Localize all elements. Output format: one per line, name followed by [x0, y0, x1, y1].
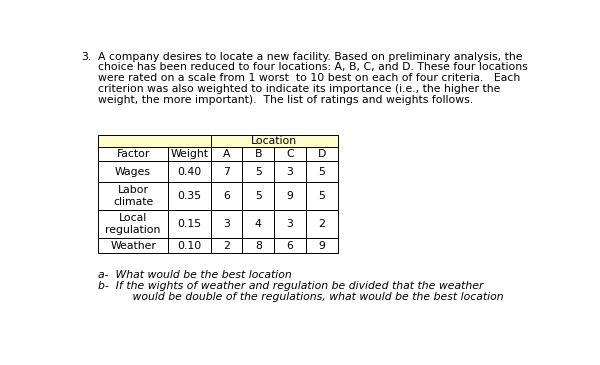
Bar [274, 147, 306, 161]
Text: A: A [223, 149, 230, 159]
Bar [274, 238, 306, 253]
Bar [168, 210, 211, 238]
Text: 0.35: 0.35 [177, 191, 202, 201]
Bar [98, 135, 211, 147]
Bar [98, 238, 168, 253]
Bar [98, 182, 168, 210]
Bar [306, 238, 338, 253]
Bar [274, 161, 306, 182]
Text: b-  If the wights of weather and regulation be divided that the weather: b- If the wights of weather and regulati… [98, 281, 484, 291]
Text: 0.40: 0.40 [177, 166, 202, 177]
Text: B: B [254, 149, 262, 159]
Bar [242, 161, 274, 182]
Text: 9: 9 [319, 241, 325, 250]
Text: 2: 2 [319, 219, 325, 229]
Bar [274, 210, 306, 238]
Text: 3: 3 [287, 166, 293, 177]
Text: 3: 3 [223, 219, 230, 229]
Text: would be double of the regulations, what would be the best location: would be double of the regulations, what… [107, 292, 503, 302]
Bar [211, 147, 242, 161]
Bar [306, 161, 338, 182]
Bar [211, 238, 242, 253]
Text: Weight: Weight [170, 149, 208, 159]
Bar [306, 210, 338, 238]
Text: 0.15: 0.15 [177, 219, 202, 229]
Text: A company desires to locate a new facility. Based on preliminary analysis, the: A company desires to locate a new facili… [98, 51, 523, 61]
Text: Weather: Weather [110, 241, 156, 250]
Text: 0.10: 0.10 [177, 241, 202, 250]
Text: 5: 5 [319, 191, 325, 201]
Text: were rated on a scale from 1 worst  to 10 best on each of four criteria.   Each: were rated on a scale from 1 worst to 10… [98, 73, 521, 83]
Bar [168, 147, 211, 161]
Text: 5: 5 [319, 166, 325, 177]
Text: 7: 7 [223, 166, 230, 177]
Text: C: C [286, 149, 294, 159]
Bar [211, 210, 242, 238]
Bar [211, 161, 242, 182]
Bar [274, 182, 306, 210]
Text: 6: 6 [223, 191, 230, 201]
Bar [242, 210, 274, 238]
Text: choice has been reduced to four locations: A, B, C, and D. These four locations: choice has been reduced to four location… [98, 62, 528, 72]
Bar [242, 238, 274, 253]
Text: Local
regulation: Local regulation [106, 213, 161, 235]
Text: 2: 2 [223, 241, 230, 250]
Text: Wages: Wages [115, 166, 151, 177]
Text: Factor: Factor [116, 149, 150, 159]
Bar [242, 147, 274, 161]
Text: weight, the more important).  The list of ratings and weights follows.: weight, the more important). The list of… [98, 95, 473, 105]
Bar [168, 182, 211, 210]
Bar [306, 182, 338, 210]
Bar [211, 135, 338, 147]
Bar [98, 161, 168, 182]
Text: D: D [317, 149, 326, 159]
Bar [211, 135, 338, 147]
Bar [211, 182, 242, 210]
Text: a-  What would be the best location: a- What would be the best location [98, 270, 292, 280]
Text: 8: 8 [255, 241, 262, 250]
Text: 4: 4 [255, 219, 262, 229]
Text: 6: 6 [287, 241, 293, 250]
Text: 9: 9 [287, 191, 293, 201]
Text: 5: 5 [255, 166, 262, 177]
Bar [168, 238, 211, 253]
Bar [168, 161, 211, 182]
Text: 3: 3 [287, 219, 293, 229]
Bar [98, 147, 168, 161]
Bar [242, 182, 274, 210]
Text: Location: Location [251, 136, 297, 146]
Text: criterion was also weighted to indicate its importance (i.e., the higher the: criterion was also weighted to indicate … [98, 84, 500, 94]
Bar [98, 210, 168, 238]
Bar [306, 147, 338, 161]
Text: 5: 5 [255, 191, 262, 201]
Bar [98, 135, 211, 147]
Text: 3.: 3. [81, 51, 91, 61]
Text: Labor
climate: Labor climate [113, 185, 153, 207]
